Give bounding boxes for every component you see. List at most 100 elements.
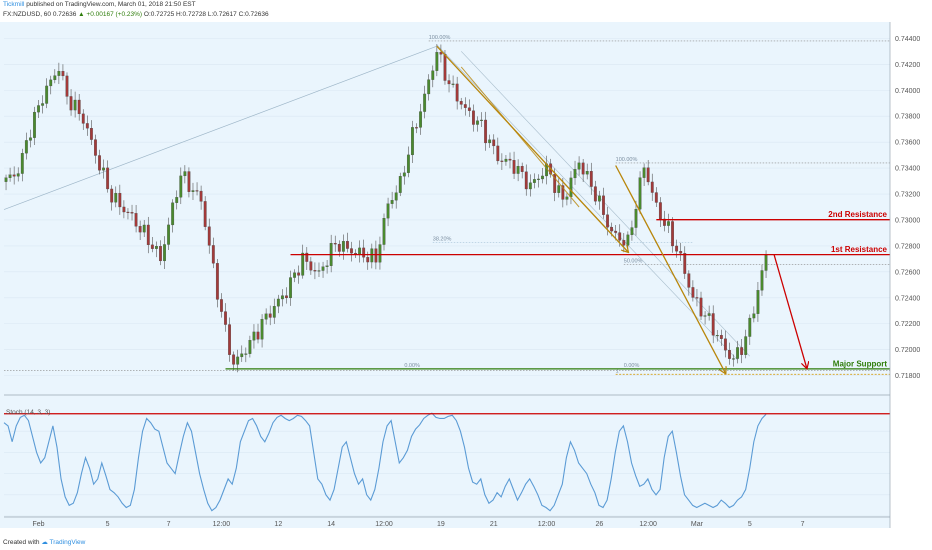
candle-body: [94, 139, 97, 156]
candle-body: [634, 208, 638, 228]
candle-body: [728, 350, 731, 359]
candle-body: [723, 338, 727, 351]
candle-body: [431, 70, 435, 80]
time-tick-label: Feb: [33, 521, 45, 528]
fib-label: 100.00%: [429, 35, 451, 41]
candle-body: [65, 75, 69, 97]
time-tick-label: 12:00: [538, 521, 556, 528]
candle-body: [293, 272, 297, 278]
fib-label: 100.00%: [616, 157, 638, 163]
candle-body: [138, 226, 142, 233]
price-tick-label: 0.72000: [895, 347, 920, 354]
candle-body: [337, 243, 341, 252]
footer: Created with ☁ TradingView: [3, 538, 85, 546]
candle-body: [142, 224, 146, 233]
candle-body: [650, 181, 654, 193]
candle-body: [167, 224, 171, 245]
price-axis-area: [890, 0, 932, 550]
candle-body: [406, 154, 410, 173]
candle-body: [557, 185, 561, 193]
publish-line: Tickmill published on TradingView.com, M…: [3, 1, 196, 8]
candle-body: [333, 243, 337, 245]
candle-body: [654, 192, 658, 203]
candle-body: [744, 336, 748, 355]
candle-body: [203, 201, 207, 227]
candle-body: [467, 107, 471, 111]
candle-body: [309, 261, 313, 271]
candle-body: [171, 202, 175, 226]
candle-body: [602, 195, 605, 215]
candle-body: [630, 227, 634, 236]
candle-body: [532, 179, 536, 183]
candle-body: [199, 190, 203, 202]
candle-body: [638, 177, 642, 210]
price-tick-label: 0.73800: [895, 114, 920, 121]
price-change: ▲ +0.00167 (+0.23%): [78, 11, 143, 18]
candle-body: [752, 313, 756, 319]
candle-body: [130, 212, 134, 214]
candle-body: [252, 331, 256, 341]
price-tick-label: 0.73400: [895, 166, 920, 173]
candle-body: [122, 206, 126, 213]
candle-body: [382, 218, 386, 245]
fib-label: 0.00%: [624, 363, 640, 369]
candle-body: [183, 171, 187, 177]
candle-body: [146, 224, 150, 246]
trend-segment: [460, 66, 580, 208]
stoch-line: [3, 412, 767, 512]
candle-body: [24, 140, 28, 154]
candle-body: [484, 119, 488, 144]
stoch-title: Stoch (14, 3, 3): [6, 409, 50, 416]
candle-body: [260, 319, 264, 340]
tradingview-brand[interactable]: TradingView: [49, 539, 86, 546]
candle-body: [569, 177, 573, 198]
candle-body: [305, 252, 309, 262]
candle-body: [220, 299, 223, 312]
candle-body: [541, 175, 544, 180]
publisher-name[interactable]: Tickmill: [3, 1, 25, 8]
candle-body: [228, 324, 231, 355]
candle-body: [760, 270, 764, 291]
candle-body: [691, 287, 695, 298]
candle-body: [476, 120, 479, 125]
candle-body: [646, 167, 650, 183]
price-tick-label: 0.72200: [895, 321, 920, 328]
candle-body: [597, 195, 601, 202]
last-price: 0.72636: [52, 11, 77, 18]
candle-body: [622, 240, 626, 246]
candle-body: [179, 175, 183, 198]
symbol-label: FX:NZDUSD, 60: [3, 11, 52, 18]
candle-body: [41, 103, 45, 106]
candle-body: [512, 160, 516, 174]
candle-body: [398, 176, 402, 193]
candle-body: [224, 311, 227, 325]
level-label: Major Support: [833, 359, 888, 368]
candle-body: [528, 182, 532, 190]
down-arrow-1: [436, 45, 628, 252]
candle-body: [577, 162, 581, 170]
candle-body: [244, 353, 248, 355]
candle-body: [675, 245, 679, 252]
candle-body: [370, 248, 374, 263]
candle-body: [297, 272, 301, 276]
candle-body: [520, 166, 524, 172]
time-tick-label: 14: [327, 521, 335, 528]
candle-body: [565, 196, 569, 200]
fib-label: 50.00%: [624, 259, 643, 265]
symbol-line: FX:NZDUSD, 60 0.72636 ▲ +0.00167 (+0.23%…: [3, 11, 269, 18]
candle-body: [459, 101, 463, 105]
candle-body: [488, 139, 492, 144]
candle-body: [236, 356, 240, 365]
candle-body: [280, 295, 284, 300]
candle-body: [248, 340, 252, 354]
candle-body: [187, 171, 191, 192]
time-tick-label: 12:00: [375, 521, 393, 528]
fib-label: 38.20%: [433, 237, 452, 243]
candle-body: [289, 277, 292, 299]
candle-body: [256, 331, 260, 340]
candle-body: [150, 244, 154, 249]
candle-body: [69, 96, 73, 111]
candle-body: [341, 241, 345, 252]
candle-body: [106, 167, 110, 190]
candle-body: [276, 298, 280, 307]
